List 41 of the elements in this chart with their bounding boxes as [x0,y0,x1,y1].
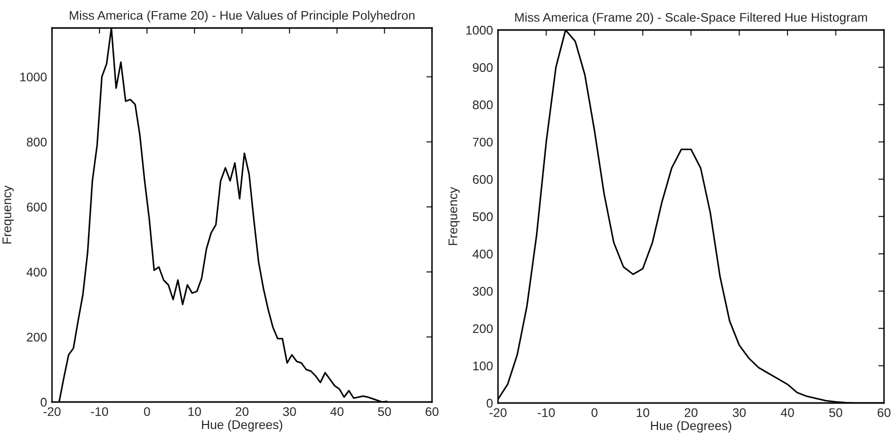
y-axis-title: Frequency [2,185,14,244]
y-tick-label: 200 [26,332,47,342]
x-tick-label: -20 [490,408,507,418]
x-tick-label: 30 [283,407,296,416]
x-tick-label: 50 [829,408,842,418]
y-axis-title: Frequency [448,186,460,245]
y-tick-label: 0 [486,398,493,408]
x-tick-label: 20 [684,408,698,418]
x-tick-label: 0 [592,408,598,418]
y-tick-label: 900 [472,63,493,72]
x-tick-label: 40 [780,408,794,418]
x-tick-label: 0 [144,407,150,416]
y-tick-label: 600 [472,175,493,184]
y-tick-label: 800 [472,100,493,110]
y-tick-label: 400 [26,268,47,277]
x-tick-label: 60 [426,407,438,416]
x-tick-label: 50 [378,407,391,416]
y-tick-label: 1000 [466,26,493,35]
x-tick-label: 40 [330,407,344,416]
y-tick-label: 0 [40,398,47,407]
y-tick-label: 400 [472,250,493,258]
chart-title: Miss America (Frame 20) - Hue Values of Principle Polyhedron [70,10,414,22]
chart-title: Miss America (Frame 20) - Scale-Space Filtered Hue Histogram [515,12,867,24]
x-tick-label: -10 [538,408,555,418]
x-tick-label: 10 [636,408,650,418]
x-tick-label: 60 [878,408,890,418]
y-tick-label: 300 [472,286,493,296]
x-tick-label: -10 [91,407,108,416]
x-tick-label: -20 [44,407,61,416]
y-tick-label: 800 [26,138,47,146]
x-tick-label: 20 [236,407,248,416]
y-tick-label: 700 [472,138,493,147]
x-axis-title: Hue (Degrees) [202,420,282,432]
y-tick-label: 600 [26,202,47,212]
y-tick-label: 100 [473,362,493,370]
y-tick-label: 200 [472,324,493,334]
x-tick-label: 30 [732,408,746,418]
x-axis-title: Hue (Degrees) [651,420,732,433]
y-tick-label: 500 [472,212,493,222]
y-tick-label: 1000 [20,72,47,82]
x-tick-label: 10 [188,407,201,416]
